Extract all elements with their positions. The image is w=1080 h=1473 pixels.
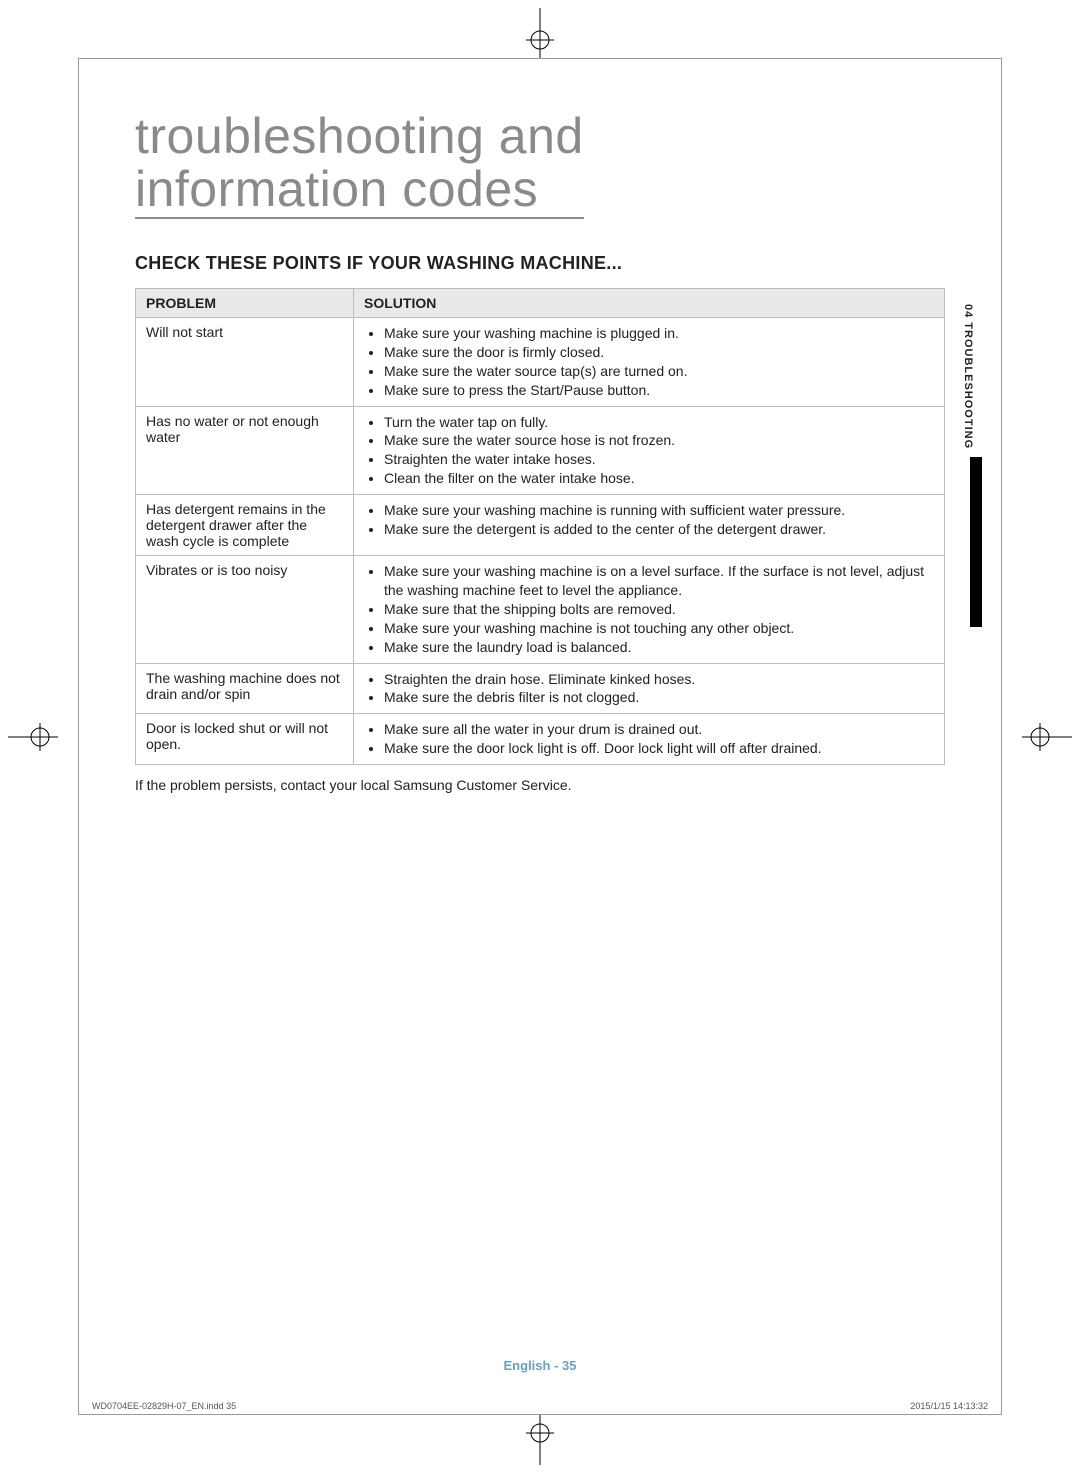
troubleshooting-table: PROBLEM SOLUTION Will not start Make sure… (135, 288, 945, 765)
problem-cell: Has detergent remains in the detergent d… (136, 495, 354, 556)
solution-item: Make sure the laundry load is balanced. (384, 638, 934, 657)
crop-mark-top (520, 8, 560, 58)
page-content: troubleshooting and information codes CH… (135, 90, 945, 1383)
solution-cell: Make sure your washing machine is runnin… (354, 495, 945, 556)
imprint-file: WD0704EE-02829H-07_EN.indd 35 (92, 1401, 236, 1411)
solution-item: Make sure to press the Start/Pause butto… (384, 381, 934, 400)
table-row: Will not start Make sure your washing mac… (136, 318, 945, 407)
table-row: Has no water or not enough waterTurn the… (136, 406, 945, 495)
solution-item: Make sure that the shipping bolts are re… (384, 600, 934, 619)
section-heading: CHECK THESE POINTS IF YOUR WASHING MACHI… (135, 253, 945, 274)
section-tab-label: 04 TROUBLESHOOTING (962, 300, 974, 457)
title-line-1: troubleshooting and (135, 108, 584, 164)
table-row: Door is locked shut or will not open. Mak… (136, 714, 945, 765)
problem-cell: Will not start (136, 318, 354, 407)
col-header-solution: SOLUTION (354, 289, 945, 318)
crop-mark-bottom (520, 1415, 560, 1465)
solution-list: Make sure your washing machine is runnin… (364, 501, 934, 539)
solution-item: Clean the filter on the water intake hos… (384, 469, 934, 488)
solution-item: Make sure the door is firmly closed. (384, 343, 934, 362)
imprint: WD0704EE-02829H-07_EN.indd 35 2015/1/15 … (92, 1401, 988, 1411)
solution-item: Turn the water tap on fully. (384, 413, 934, 432)
title-line-2: information codes (135, 161, 538, 217)
solution-item: Make sure your washing machine is on a l… (384, 562, 934, 600)
solution-cell: Make sure all the water in your drum is … (354, 714, 945, 765)
section-tab-bar (970, 457, 982, 627)
page-title: troubleshooting and information codes (135, 110, 584, 219)
solution-cell: Make sure your washing machine is on a l… (354, 556, 945, 663)
solution-cell: Make sure your washing machine is plugge… (354, 318, 945, 407)
solution-item: Straighten the water intake hoses. (384, 450, 934, 469)
solution-item: Make sure your washing machine is not to… (384, 619, 934, 638)
trim-line (1001, 58, 1002, 1415)
crop-mark-right (1022, 717, 1072, 757)
problem-cell: Vibrates or is too noisy (136, 556, 354, 663)
problem-cell: The washing machine does not drain and/o… (136, 663, 354, 714)
solution-list: Make sure your washing machine is on a l… (364, 562, 934, 656)
solution-list: Make sure your washing machine is plugge… (364, 324, 934, 400)
page-footer: English - 35 (0, 1358, 1080, 1373)
crop-mark-left (8, 717, 58, 757)
trim-line (78, 1414, 1002, 1415)
solution-item: Make sure the detergent is added to the … (384, 520, 934, 539)
solution-item: Make sure your washing machine is plugge… (384, 324, 934, 343)
solution-item: Make sure the debris filter is not clogg… (384, 688, 934, 707)
solution-list: Make sure all the water in your drum is … (364, 720, 934, 758)
problem-cell: Has no water or not enough water (136, 406, 354, 495)
section-tab: 04 TROUBLESHOOTING (962, 300, 990, 627)
solution-item: Make sure your washing machine is runnin… (384, 501, 934, 520)
solution-item: Make sure the water source tap(s) are tu… (384, 362, 934, 381)
footnote: If the problem persists, contact your lo… (135, 777, 945, 793)
solution-cell: Turn the water tap on fully.Make sure th… (354, 406, 945, 495)
solution-item: Make sure all the water in your drum is … (384, 720, 934, 739)
col-header-problem: PROBLEM (136, 289, 354, 318)
solution-item: Make sure the door lock light is off. Do… (384, 739, 934, 758)
problem-cell: Door is locked shut or will not open. (136, 714, 354, 765)
trim-line (78, 58, 79, 1415)
solution-item: Make sure the water source hose is not f… (384, 431, 934, 450)
imprint-date: 2015/1/15 14:13:32 (910, 1401, 988, 1411)
table-row: Has detergent remains in the detergent d… (136, 495, 945, 556)
table-row: The washing machine does not drain and/o… (136, 663, 945, 714)
trim-line (78, 58, 1002, 59)
solution-list: Straighten the drain hose. Eliminate kin… (364, 670, 934, 708)
solution-item: Straighten the drain hose. Eliminate kin… (384, 670, 934, 689)
table-row: Vibrates or is too noisy Make sure your w… (136, 556, 945, 663)
solution-cell: Straighten the drain hose. Eliminate kin… (354, 663, 945, 714)
solution-list: Turn the water tap on fully.Make sure th… (364, 413, 934, 489)
